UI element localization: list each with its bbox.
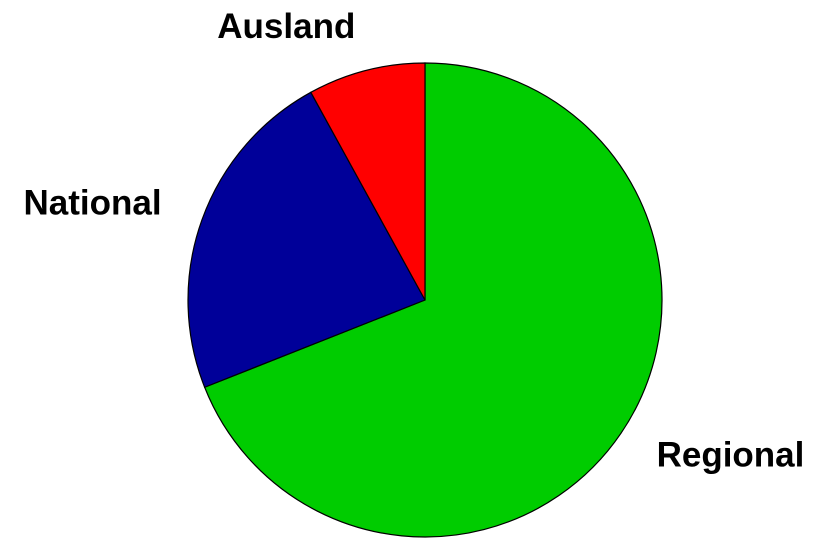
slice-label: National — [23, 183, 161, 222]
slice-label: Regional — [657, 436, 805, 475]
pie-slice — [203, 62, 663, 538]
pie-slice — [310, 62, 426, 301]
slice-label: Ausland — [217, 7, 355, 46]
pie-slice — [187, 91, 426, 389]
